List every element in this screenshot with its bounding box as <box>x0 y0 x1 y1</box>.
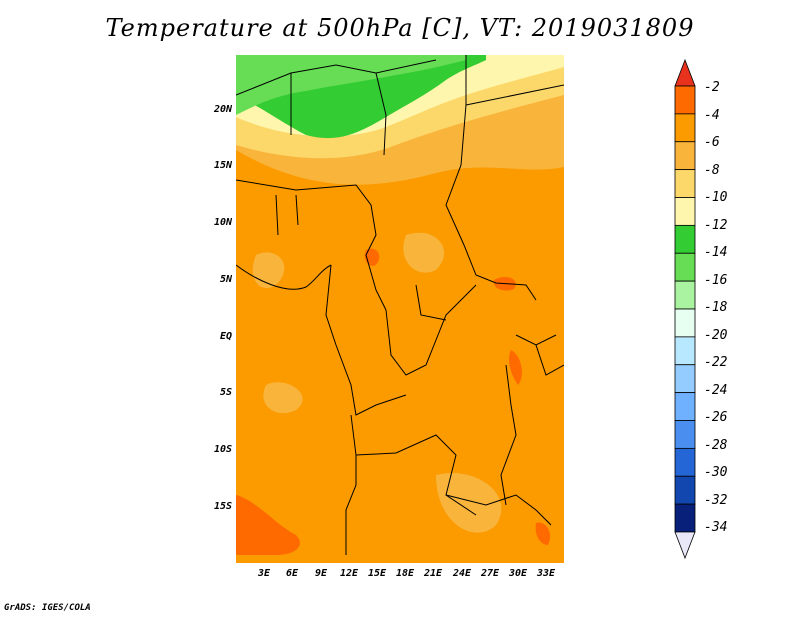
colorbar-label: -30 <box>704 465 728 480</box>
colorbar-segment <box>674 420 696 449</box>
colorbar-segment <box>674 169 696 198</box>
lon-label: 21E <box>423 568 443 579</box>
colorbar-label: -20 <box>704 328 728 343</box>
lon-label: 9E <box>314 568 328 579</box>
lat-label: EQ <box>219 331 232 342</box>
lat-label: 10S <box>213 444 232 455</box>
colorbar-segment <box>674 280 696 310</box>
colorbar-label: -34 <box>704 520 728 535</box>
field-minus-14 <box>236 55 466 115</box>
lon-label: 24E <box>452 568 472 579</box>
colorbar-label: -26 <box>704 410 728 425</box>
colorbar-label: -18 <box>704 300 728 315</box>
colorbar-segment <box>674 85 696 115</box>
lon-label: 15E <box>367 568 387 579</box>
lon-label: 6E <box>285 568 299 579</box>
colorbar-segment <box>674 252 696 282</box>
lat-label: 5S <box>219 387 232 398</box>
colorbar-label: -6 <box>704 135 720 150</box>
colorbar-segment <box>674 447 696 477</box>
colorbar-top-arrow <box>674 58 696 87</box>
temperature-map <box>236 55 564 563</box>
colorbar-label: -32 <box>704 493 728 508</box>
colorbar-segment <box>674 141 696 171</box>
colorbar-label: -22 <box>704 355 728 370</box>
lon-label: 18E <box>395 568 415 579</box>
colorbar-label: -16 <box>704 273 728 288</box>
colorbar-segment <box>674 392 696 421</box>
colorbar-segment <box>674 308 696 338</box>
lon-label: 12E <box>339 568 359 579</box>
colorbar-bottom-arrow <box>674 531 696 560</box>
lat-label: 15S <box>213 501 232 512</box>
colorbar-segment <box>674 113 696 143</box>
colorbar-segment <box>674 503 696 533</box>
colorbar-label: -28 <box>704 438 728 453</box>
colorbar-label: -10 <box>704 190 728 205</box>
colorbar-label: -8 <box>704 163 720 178</box>
colorbar-label: -24 <box>704 383 728 398</box>
colorbar-label: -12 <box>704 218 728 233</box>
lat-label: 5N <box>219 274 232 285</box>
footer-credit: GrADS: IGES/COLA <box>4 603 91 613</box>
lon-label: 33E <box>536 568 556 579</box>
field-minus-2 <box>236 495 300 555</box>
lat-label: 10N <box>213 217 232 228</box>
colorbar <box>674 58 696 560</box>
colorbar-label: -4 <box>704 108 720 123</box>
lon-label: 27E <box>480 568 500 579</box>
colorbar-segment <box>674 197 696 226</box>
lat-label: 20N <box>213 104 232 115</box>
colorbar-label: -2 <box>704 80 720 95</box>
lat-label: 15N <box>213 160 232 171</box>
colorbar-segment <box>674 364 696 394</box>
colorbar-label: -14 <box>704 245 728 260</box>
chart-title: Temperature at 500hPa [C], VT: 201903180… <box>105 14 695 42</box>
colorbar-segment <box>674 224 696 254</box>
lon-label: 30E <box>508 568 528 579</box>
lon-label: 3E <box>257 568 271 579</box>
colorbar-segment <box>674 475 696 505</box>
colorbar-segment <box>674 336 696 366</box>
